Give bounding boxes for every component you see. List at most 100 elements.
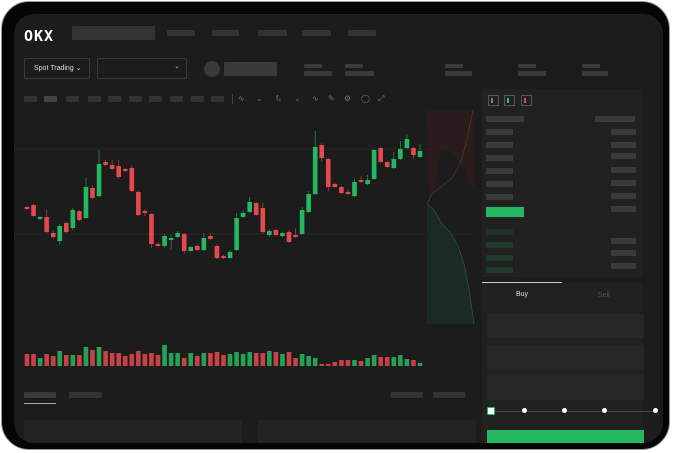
nav-item[interactable]	[212, 30, 239, 36]
candle-body	[306, 194, 311, 212]
nav-item[interactable]	[258, 30, 287, 36]
price-input[interactable]	[487, 314, 644, 338]
order-history-tab[interactable]	[69, 392, 102, 398]
slider-step-25[interactable]	[522, 408, 527, 413]
volume-bar	[398, 355, 403, 366]
indicator-icon[interactable]: ∿	[238, 94, 245, 103]
open-orders-tab[interactable]	[24, 392, 56, 398]
candle-body	[181, 234, 187, 251]
volume-bar	[90, 350, 95, 366]
timeframe-tab[interactable]	[149, 96, 162, 102]
volume-bar	[306, 356, 311, 366]
nav-item[interactable]	[348, 30, 376, 36]
timeframe-tab[interactable]	[191, 96, 204, 102]
bid-amount	[611, 250, 636, 256]
candle-body	[234, 218, 239, 250]
timeframe-tab[interactable]	[44, 96, 57, 102]
bid-price	[486, 267, 513, 273]
timeframe-tab[interactable]	[129, 96, 142, 102]
ask-amount	[611, 167, 636, 173]
candle-body	[70, 210, 76, 228]
volume-bar	[378, 357, 383, 366]
assets-panel	[258, 420, 476, 443]
candle-body	[240, 213, 246, 217]
compare-icon[interactable]: ⌄	[256, 94, 263, 103]
candle-body	[312, 147, 318, 194]
timeframe-tab[interactable]	[211, 96, 224, 102]
candle-body	[175, 233, 180, 237]
amount-input[interactable]	[487, 345, 644, 370]
nav-item[interactable]	[302, 30, 331, 36]
candle-body	[267, 231, 272, 235]
volume-bar	[136, 351, 141, 366]
candle-body	[83, 187, 89, 218]
camera-icon[interactable]: ◯	[361, 94, 370, 103]
stat-value	[518, 71, 546, 76]
ask-amount	[611, 193, 636, 199]
price-header	[486, 116, 524, 122]
candle-body	[129, 168, 135, 191]
candle-body	[103, 162, 108, 165]
pen-icon[interactable]: ✎	[328, 94, 335, 103]
chevron-down-icon[interactable]: ⌄	[294, 94, 301, 103]
total-input[interactable]	[487, 374, 644, 400]
ask-amount	[611, 206, 636, 212]
candle-body	[142, 211, 148, 213]
fx-icon[interactable]: fₓ	[276, 94, 281, 103]
volume-bar	[234, 352, 239, 366]
timeframe-tab[interactable]	[170, 96, 183, 102]
timeframe-tab[interactable]	[24, 96, 37, 102]
candle-body	[384, 162, 390, 167]
expand-icon[interactable]: ⤢	[378, 94, 385, 103]
sell-tab[interactable]: Sell	[598, 292, 610, 299]
search-bar-placeholder[interactable]	[72, 26, 155, 40]
pair-selector[interactable]: ⌄	[97, 58, 187, 79]
timeframe-tab[interactable]	[88, 96, 101, 102]
asks-only-icon[interactable]	[521, 95, 532, 106]
volume-bar	[83, 347, 89, 366]
candle-body	[24, 207, 30, 209]
candlestick-chart[interactable]	[14, 14, 663, 443]
slider-step-100[interactable]	[653, 408, 658, 413]
candle-body	[345, 192, 351, 194]
candle-body	[365, 180, 370, 184]
slider-handle[interactable]	[487, 407, 495, 415]
both-sides-icon[interactable]	[488, 95, 499, 106]
volume-bar	[70, 355, 76, 366]
timeframe-tab[interactable]	[108, 96, 121, 102]
candle-body	[195, 246, 200, 250]
volume-bar	[162, 345, 167, 366]
timeframe-tab[interactable]	[66, 96, 79, 102]
volume-bar	[260, 353, 266, 366]
slider-step-75[interactable]	[602, 408, 607, 413]
volume-bar	[181, 358, 187, 366]
bid-price	[486, 229, 513, 235]
line-tool-icon[interactable]: ∿	[312, 94, 319, 103]
filter-button[interactable]	[391, 392, 423, 398]
volume-bar	[142, 354, 148, 366]
nav-item[interactable]	[167, 30, 195, 36]
stat-label	[582, 64, 600, 68]
candle-body	[64, 223, 69, 232]
spot-trading-selector[interactable]: Spot Trading ⌄	[24, 58, 90, 79]
stat-value	[345, 71, 374, 76]
filter-button[interactable]	[433, 392, 465, 398]
ask-price	[486, 129, 513, 135]
candle-body	[293, 235, 298, 237]
candle-body	[201, 238, 207, 250]
buy-tab-underline	[482, 282, 562, 283]
bid-price	[486, 242, 513, 248]
volume-bar	[411, 360, 416, 366]
bids-only-icon[interactable]	[504, 95, 515, 106]
candle-body	[260, 208, 266, 232]
settings-icon[interactable]: ⚙	[344, 94, 352, 103]
slider-step-50[interactable]	[562, 408, 567, 413]
slider-track[interactable]	[487, 411, 657, 412]
candle-body	[352, 182, 357, 196]
okx-logo[interactable]: OKX	[24, 27, 55, 45]
volume-bar	[31, 354, 36, 366]
buy-button[interactable]	[487, 430, 644, 443]
candle-body	[398, 149, 403, 159]
order-book	[482, 89, 643, 277]
buy-tab[interactable]: Buy	[516, 291, 529, 298]
